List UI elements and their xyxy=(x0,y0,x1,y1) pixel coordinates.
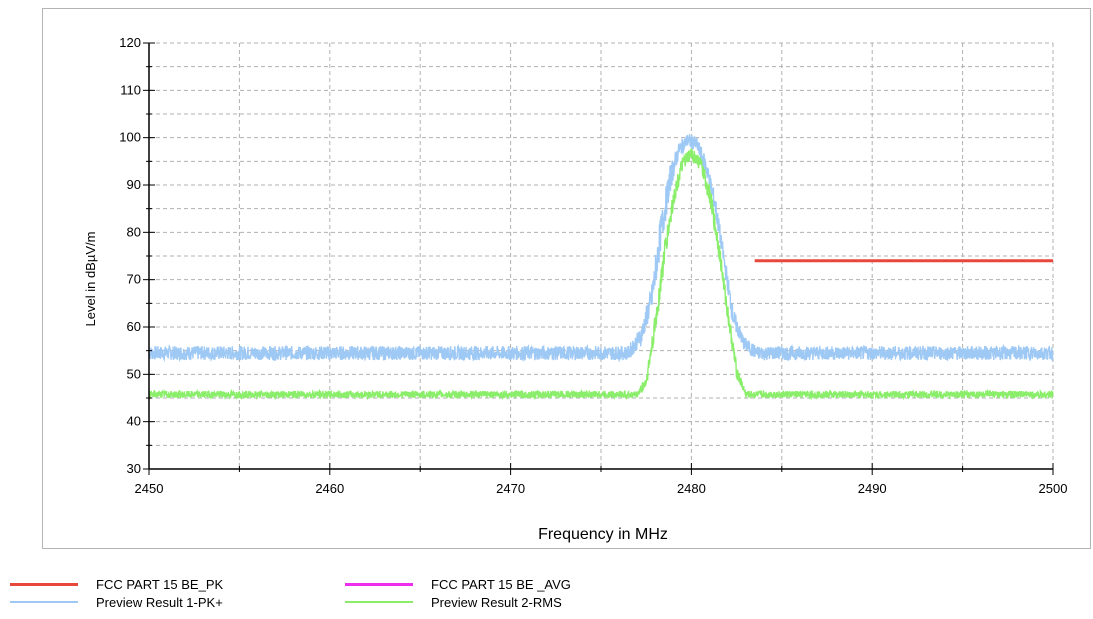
legend-label-pk-result: Preview Result 1-PK+ xyxy=(96,594,223,610)
y-tick-label: 30 xyxy=(127,461,141,476)
legend-label-pk-limit: FCC PART 15 BE_PK xyxy=(96,576,224,592)
legend: FCC PART 15 BE_PK FCC PART 15 BE _AVG Pr… xyxy=(10,575,710,615)
legend-label-rms-result: Preview Result 2-RMS xyxy=(431,594,562,610)
y-tick-label: 60 xyxy=(127,319,141,334)
y-tick-label: 90 xyxy=(127,177,141,192)
y-tick-label: 80 xyxy=(127,224,141,239)
plot-area: 30 40 50 60 70 80 90 100 110 120 2450 2460 2470 2480 2… xyxy=(83,35,1067,543)
legend-item-avg-limit: FCC PART 15 BE _AVG xyxy=(345,575,571,593)
series-layer xyxy=(148,134,1054,401)
grid-lines xyxy=(149,42,1054,469)
legend-swatch-pk-limit xyxy=(10,582,78,586)
tick-labels: 30 40 50 60 70 80 90 100 110 120 2450 2460 2470 2480 2… xyxy=(119,35,1067,496)
legend-label-avg-limit: FCC PART 15 BE _AVG xyxy=(431,576,571,592)
x-tick-label: 2460 xyxy=(315,481,344,496)
y-axis-label: Level in dBµV/m xyxy=(83,232,98,327)
x-tick-label: 2470 xyxy=(496,481,525,496)
y-tick-label: 100 xyxy=(119,130,141,145)
legend-item-pk-result: Preview Result 1-PK+ xyxy=(10,593,223,611)
x-axis-label: Frequency in MHz xyxy=(538,526,668,543)
x-tick-label: 2480 xyxy=(677,481,706,496)
y-tick-label: 70 xyxy=(127,272,141,287)
legend-swatch-pk-result xyxy=(10,601,78,603)
series-line-preview-result-2-rms xyxy=(148,148,1054,401)
legend-swatch-rms-result xyxy=(345,601,413,603)
legend-item-rms-result: Preview Result 2-RMS xyxy=(345,593,562,611)
series-line-preview-result-1-pk- xyxy=(148,134,1054,363)
chart-frame: 30 40 50 60 70 80 90 100 110 120 2450 2460 2470 2480 2… xyxy=(42,8,1091,549)
legend-swatch-avg-limit xyxy=(345,582,413,586)
x-tick-label: 2490 xyxy=(858,481,887,496)
x-tick-label: 2450 xyxy=(135,481,164,496)
y-tick-label: 120 xyxy=(119,35,141,50)
y-tick-label: 40 xyxy=(127,414,141,429)
y-tick-label: 50 xyxy=(127,366,141,381)
legend-item-pk-limit: FCC PART 15 BE_PK xyxy=(10,575,223,593)
axes xyxy=(143,42,1054,475)
y-tick-label: 110 xyxy=(120,82,141,97)
x-tick-label: 2500 xyxy=(1039,481,1068,496)
